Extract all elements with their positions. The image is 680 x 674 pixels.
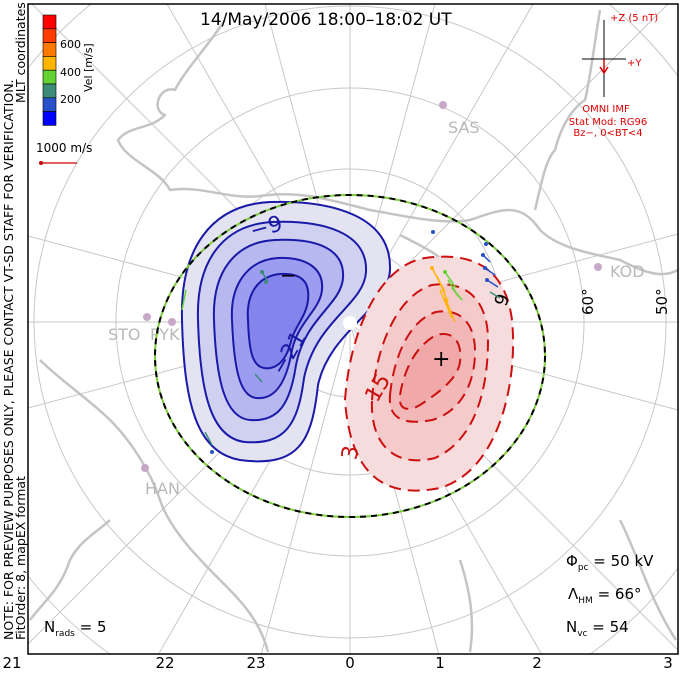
imf-y-label: +Y <box>627 58 642 69</box>
mlt-label-23: 23 <box>246 654 266 672</box>
nvc-subscript: vc <box>577 629 588 639</box>
mlt-label-0: 0 <box>345 654 355 672</box>
radar-sas: SAS <box>448 118 480 137</box>
nvc-symbol: N <box>566 618 578 636</box>
imf-model: Stat Mod: RG96 <box>569 117 648 128</box>
stat-nrads: Nrads = 5 <box>44 618 107 639</box>
mlt-label-22: 22 <box>155 654 175 672</box>
colorbar-swatch <box>42 83 57 99</box>
velocity-scale-origin <box>39 161 43 165</box>
radar-han: HAN <box>145 479 180 498</box>
phi-value: = 50 kV <box>593 552 654 570</box>
contour-label-pos-outer: 3 <box>337 444 364 462</box>
stat-phi-pc: Φpc = 50 kV <box>566 552 653 573</box>
mlt-label-1: 1 <box>435 654 445 672</box>
positive-convection-cell <box>343 255 515 492</box>
coords-note: MLT coordinates <box>13 2 28 103</box>
negative-convection-cell <box>180 200 392 463</box>
preview-note: NOTE: FOR PREVIEW PURPOSES ONLY, PLEASE … <box>1 79 16 640</box>
colorbar-swatch <box>42 28 57 43</box>
colorbar-tick-400: 400 <box>60 66 81 79</box>
max-potential-marker: + <box>432 347 450 372</box>
radar-sites <box>141 101 602 472</box>
lambda-value: = 66° <box>597 585 642 603</box>
nrads-subscript: rads <box>55 629 75 639</box>
radar-kod: KOD <box>610 262 645 281</box>
latitude-label-60: 60° <box>579 288 597 315</box>
nvc-value: = 54 <box>592 618 629 636</box>
colorbar-swatch <box>42 69 57 85</box>
imf-condition: Bz−, 0<BT<4 <box>573 128 642 139</box>
velocity-colorbar <box>42 14 57 126</box>
plot-frame <box>27 3 679 655</box>
colorbar-swatch <box>42 56 57 71</box>
fit-order-note: FitOrder: 8, mapEX format <box>13 476 28 640</box>
colorbar-swatch <box>42 42 57 57</box>
velocity-scale-label: 1000 m/s <box>36 141 92 155</box>
radar-pyk: PYK <box>150 325 180 344</box>
colorbar-tick-600: 600 <box>60 38 81 51</box>
colorbar-label: Vel [m/s] <box>82 43 95 92</box>
colorbar-swatch <box>42 111 57 126</box>
stat-nvc: Nvc = 54 <box>566 618 629 639</box>
phi-subscript: pc <box>577 563 589 573</box>
mlt-label-3: 3 <box>663 654 673 672</box>
nrads-value: = 5 <box>79 618 107 636</box>
min-potential-marker: − <box>280 263 297 287</box>
lambda-symbol: Λ <box>568 585 579 603</box>
convection-map: SAS KOD STO PYK HAN 60° 50° −9 −21 − 15 … <box>1 2 679 655</box>
latitude-label-50: 50° <box>653 288 671 315</box>
imf-z-label: +Z (5 nT) <box>610 13 658 24</box>
mlt-label-2: 2 <box>532 654 542 672</box>
stat-lambda-hm: ΛHM = 66° <box>568 585 642 606</box>
magnetic-pole <box>343 316 357 330</box>
nrads-symbol: N <box>44 618 56 636</box>
map-title: 14/May/2006 18:00–18:02 UT <box>200 10 452 30</box>
velocity-vectors <box>181 254 501 446</box>
imf-arrow-head <box>599 66 609 75</box>
lambda-subscript: HM <box>578 596 593 606</box>
colorbar-tick-200: 200 <box>60 93 81 106</box>
mlt-label-21: 21 <box>2 654 22 672</box>
colorbar-swatch <box>42 97 57 112</box>
imf-source: OMNI IMF <box>582 104 630 115</box>
colorbar-swatch <box>42 14 57 30</box>
radar-sto: STO <box>108 325 141 344</box>
hm-boundary <box>154 194 546 518</box>
vector-origins <box>210 230 489 454</box>
phi-symbol: Φ <box>566 552 578 570</box>
